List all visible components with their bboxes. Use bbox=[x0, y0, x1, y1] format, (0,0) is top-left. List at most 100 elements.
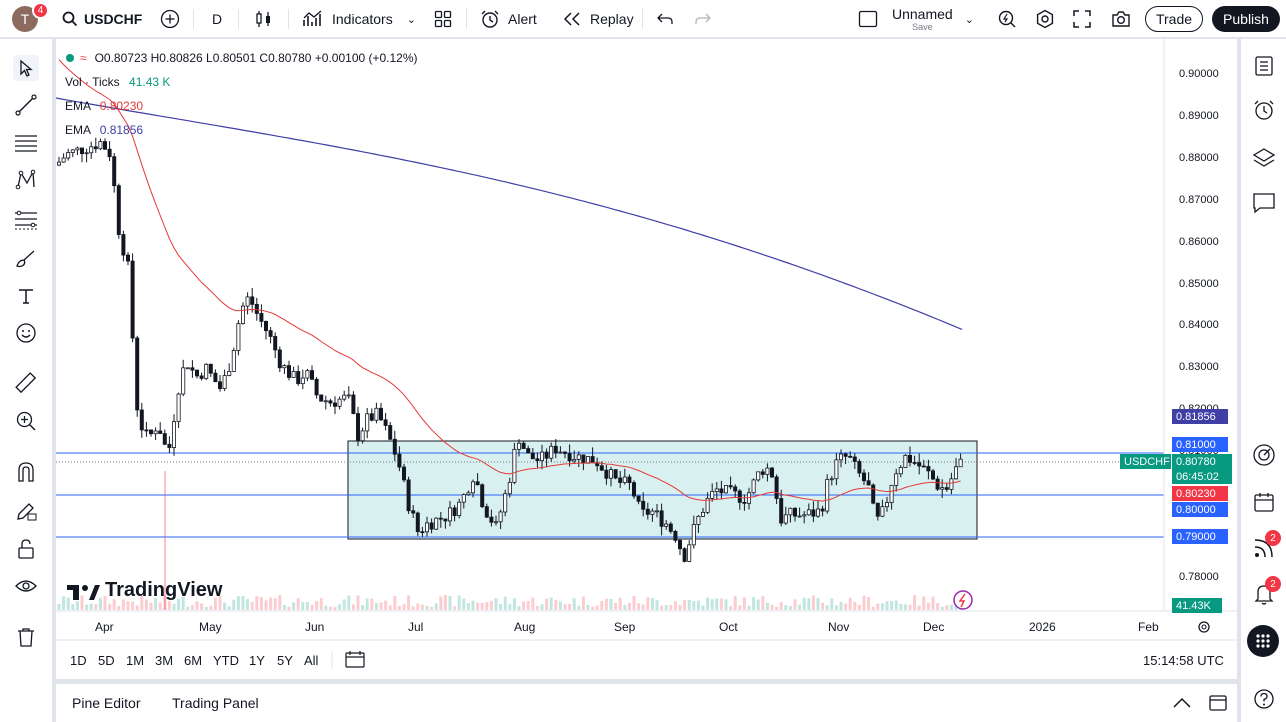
notifications-button[interactable] bbox=[1250, 580, 1278, 608]
volume-bar bbox=[374, 602, 378, 610]
volume-bar bbox=[890, 601, 894, 610]
volume-legend[interactable]: Vol · Ticks 41.43 K bbox=[65, 75, 170, 89]
volume-bar bbox=[834, 605, 838, 610]
cursor-tool[interactable] bbox=[13, 55, 39, 81]
lock-drawings-tool[interactable] bbox=[13, 536, 39, 562]
trend-line-icon bbox=[15, 94, 37, 116]
symbol-search[interactable]: USDCHF bbox=[62, 0, 142, 38]
maximize-panel-icon[interactable] bbox=[1209, 695, 1227, 711]
ohlc-legend[interactable]: ≈ O0.80723 H0.80826 L0.80501 C0.80780 +0… bbox=[66, 51, 418, 65]
remove-drawings-tool[interactable] bbox=[13, 624, 39, 650]
ema-200-line[interactable] bbox=[56, 97, 963, 330]
calendar-button[interactable] bbox=[1250, 488, 1278, 516]
trade-button[interactable]: Trade bbox=[1145, 6, 1203, 32]
replay-button[interactable]: Replay bbox=[562, 0, 634, 38]
gauge-icon bbox=[1253, 444, 1275, 466]
technicals-button[interactable] bbox=[1250, 441, 1278, 469]
candle-body bbox=[466, 492, 471, 496]
period-button-5d[interactable]: 5D bbox=[98, 653, 115, 668]
period-button-1d[interactable]: 1D bbox=[70, 653, 87, 668]
volume-bar bbox=[227, 606, 231, 610]
horizontal-lines-icon bbox=[15, 135, 37, 152]
period-button-3m[interactable]: 3M bbox=[155, 653, 174, 668]
volume-bar bbox=[724, 599, 728, 610]
ema-200-legend[interactable]: EMA 0.81856 bbox=[65, 123, 143, 137]
help-button[interactable] bbox=[1250, 685, 1278, 713]
fib-tool[interactable] bbox=[13, 207, 39, 233]
alert-button[interactable]: Alert bbox=[480, 0, 537, 38]
period-button-ytd[interactable]: YTD bbox=[213, 653, 239, 668]
volume-bar bbox=[650, 597, 654, 610]
flash-icon[interactable] bbox=[953, 590, 973, 610]
axis-settings-icon[interactable] bbox=[1198, 621, 1210, 633]
period-button-5y[interactable]: 5Y bbox=[277, 653, 293, 668]
candle-body bbox=[549, 445, 554, 459]
quick-search-button[interactable] bbox=[997, 0, 1017, 38]
period-button-6m[interactable]: 6M bbox=[184, 653, 203, 668]
settings-button[interactable] bbox=[1035, 0, 1055, 38]
chart-pane[interactable]: ≈ O0.80723 H0.80826 L0.80501 C0.80780 +0… bbox=[56, 39, 1237, 679]
apps-button[interactable] bbox=[1247, 625, 1279, 657]
trend-line-tool[interactable] bbox=[13, 92, 39, 118]
volume-bar bbox=[85, 604, 89, 610]
chevron-down-icon: ⌄ bbox=[406, 13, 416, 26]
trash-icon bbox=[18, 628, 34, 647]
hide-drawings-tool[interactable] bbox=[13, 573, 39, 599]
undo-button[interactable] bbox=[656, 0, 674, 38]
volume-bar bbox=[903, 604, 907, 610]
time-tick-label: 2026 bbox=[1029, 620, 1056, 634]
zoom-tool[interactable] bbox=[13, 408, 39, 434]
publish-button[interactable]: Publish bbox=[1212, 6, 1280, 32]
compare-symbol-button[interactable] bbox=[160, 0, 180, 38]
pattern-tool[interactable] bbox=[13, 167, 39, 193]
indicators-button[interactable]: Indicators ⌄ bbox=[302, 0, 416, 38]
measure-tool[interactable] bbox=[13, 370, 39, 396]
object-tree-button[interactable] bbox=[1250, 144, 1278, 172]
price-tick-label: 0.89000 bbox=[1179, 109, 1219, 122]
chat-button[interactable] bbox=[1250, 189, 1278, 217]
chevron-up-icon[interactable] bbox=[1172, 697, 1192, 709]
ema-50-line[interactable] bbox=[58, 59, 961, 502]
candle-body bbox=[866, 480, 871, 486]
magnet-tool[interactable] bbox=[13, 459, 39, 485]
volume-bar bbox=[798, 604, 802, 610]
draw-lock-tool[interactable] bbox=[13, 498, 39, 524]
interval-button[interactable]: D bbox=[212, 0, 222, 38]
candle-body bbox=[949, 478, 954, 490]
brush-tool[interactable] bbox=[13, 246, 39, 272]
smiley-icon bbox=[16, 323, 36, 343]
alerts-panel-button[interactable] bbox=[1250, 96, 1278, 124]
candle-body bbox=[98, 141, 103, 150]
clock[interactable]: 15:14:58 UTC bbox=[1143, 653, 1224, 668]
fullscreen-button[interactable] bbox=[1073, 0, 1091, 38]
text-tool[interactable] bbox=[13, 283, 39, 309]
period-button-1y[interactable]: 1Y bbox=[249, 653, 265, 668]
volume-spike bbox=[164, 471, 166, 610]
layout-menu[interactable]: Unnamed Save ⌄ bbox=[858, 0, 974, 38]
volume-bar bbox=[618, 597, 622, 610]
volume-bar bbox=[802, 597, 806, 610]
horizontal-lines-tool[interactable] bbox=[13, 130, 39, 156]
lightning-search-icon bbox=[998, 10, 1016, 28]
snapshot-button[interactable] bbox=[1111, 0, 1131, 38]
candle-body bbox=[825, 479, 830, 512]
market-status-dot bbox=[66, 54, 74, 62]
layouts-button[interactable] bbox=[434, 0, 452, 38]
trading-panel-tab[interactable]: Trading Panel bbox=[172, 695, 259, 711]
time-tick-label: Oct bbox=[719, 620, 738, 634]
volume-bar bbox=[568, 604, 572, 610]
volume-bar bbox=[604, 598, 608, 610]
ema-50-legend[interactable]: EMA 0.80230 bbox=[65, 99, 143, 113]
price-chart[interactable] bbox=[56, 39, 1237, 679]
period-button-1m[interactable]: 1M bbox=[126, 653, 145, 668]
watchlist-button[interactable] bbox=[1250, 52, 1278, 80]
chart-type-button[interactable] bbox=[255, 0, 273, 38]
emoji-tool[interactable] bbox=[13, 320, 39, 346]
redo-button[interactable] bbox=[694, 0, 712, 38]
period-button-all[interactable]: All bbox=[304, 653, 319, 668]
date-range-icon[interactable] bbox=[345, 651, 365, 668]
bell-icon bbox=[1254, 585, 1274, 605]
volume-bar bbox=[595, 605, 599, 610]
search-icon bbox=[62, 11, 78, 27]
pine-editor-tab[interactable]: Pine Editor bbox=[72, 695, 141, 711]
